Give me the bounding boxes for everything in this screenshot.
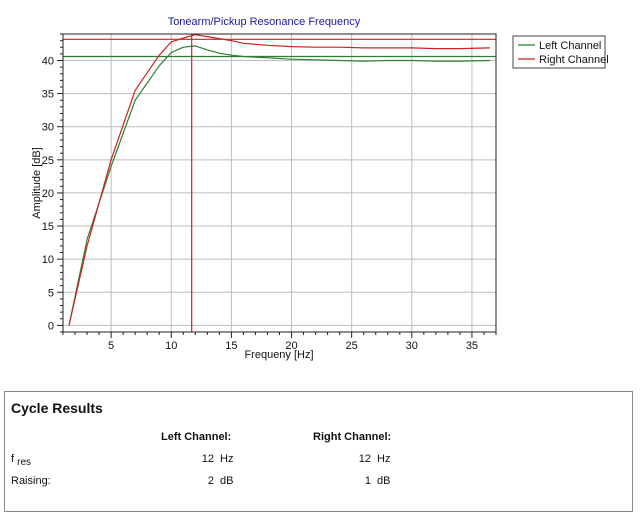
fres-right-value: 12 xyxy=(358,453,371,465)
cycle-results-panel: Cycle Results Left Channel: Right Channe… xyxy=(4,391,633,512)
series-line-left-channel xyxy=(68,45,491,326)
x-tick-label: 25 xyxy=(346,340,358,352)
raising-left-value: 2 xyxy=(207,475,214,487)
series-line-right-channel xyxy=(68,34,491,326)
raising-right-value: 1 xyxy=(364,475,371,487)
fres-right-unit: Hz xyxy=(377,453,391,465)
y-tick-label: 35 xyxy=(42,89,54,101)
y-tick-label: 5 xyxy=(48,287,54,299)
fres-left-unit: Hz xyxy=(220,453,234,465)
grid xyxy=(63,34,496,332)
x-tick-label: 15 xyxy=(225,340,237,352)
chart-title: Tonearm/Pickup Resonance Frequency xyxy=(168,16,361,28)
legend-label-right-channel: Right Channel xyxy=(539,54,609,66)
y-axis-label: Amplitude [dB] xyxy=(31,147,43,219)
y-tick-label: 10 xyxy=(42,254,54,266)
fres-left-value: 12 xyxy=(201,453,214,465)
results-title: Cycle Results xyxy=(11,400,103,416)
raising-right-unit: dB xyxy=(377,475,391,487)
y-tick-label: 0 xyxy=(48,320,54,332)
legend-label-left-channel: Left Channel xyxy=(539,40,601,52)
x-tick-label: 5 xyxy=(108,340,114,352)
ticks: 5 10 15 20 25 30 35 0 5 10 15 20 25 30 35 40 xyxy=(42,33,497,352)
legend-box xyxy=(512,35,606,69)
raising-label: Raising: xyxy=(11,475,51,487)
series-lines xyxy=(68,34,491,326)
y-tick-label: 15 xyxy=(42,221,54,233)
x-axis-label: Frequeny [Hz] xyxy=(244,349,313,361)
x-tick-label: 10 xyxy=(165,340,177,352)
left-channel-header: Left Channel: xyxy=(161,431,232,443)
resonance-chart: Tonearm/Pickup Resonance Frequency 5 10 15… xyxy=(31,16,609,361)
fres-label: f res xyxy=(11,453,31,468)
fres-label-main: f xyxy=(11,453,15,465)
x-tick-label: 30 xyxy=(406,340,418,352)
raising-left-unit: dB xyxy=(220,475,234,487)
y-tick-label: 25 xyxy=(42,155,54,167)
y-tick-label: 20 xyxy=(42,188,54,200)
right-channel-header: Right Channel: xyxy=(313,431,392,443)
reference-lines xyxy=(63,34,496,332)
y-tick-label: 40 xyxy=(42,55,54,67)
legend: Left Channel Right Channel xyxy=(512,35,609,69)
x-tick-label: 20 xyxy=(285,340,297,352)
y-tick-label: 30 xyxy=(42,122,54,134)
plot-frame xyxy=(62,33,497,333)
fres-label-sub: res xyxy=(17,457,32,468)
x-tick-label: 35 xyxy=(466,340,478,352)
